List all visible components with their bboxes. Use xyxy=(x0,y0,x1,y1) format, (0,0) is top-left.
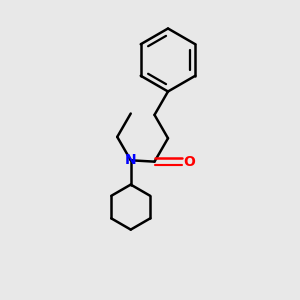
Text: O: O xyxy=(183,154,195,169)
Text: N: N xyxy=(125,153,136,167)
